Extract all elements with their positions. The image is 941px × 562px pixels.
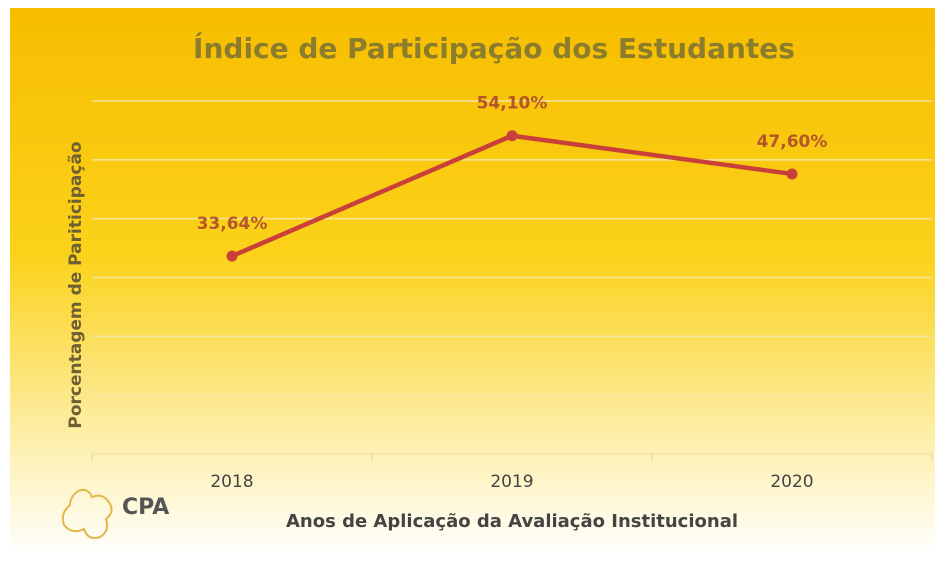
chart-title: Índice de Participação dos Estudantes [193,31,795,65]
y-axis-label: Porcentagem de Pariticipação [66,141,86,428]
logo-text: CPA [122,495,169,520]
x-axis-label: Anos de Aplicação da Avaliação Instituci… [286,511,738,532]
data-label: 54,10% [477,94,548,114]
point [226,250,238,262]
background [10,8,935,556]
logo-icon [61,488,113,539]
data-label: 33,64% [197,214,268,234]
x-tick-label: 2018 [210,472,253,492]
logo: CPA [61,488,169,539]
x-tick-label: 2020 [770,472,813,492]
x-tick-label: 2019 [490,472,533,492]
point [506,130,518,142]
data-label: 47,60% [757,132,828,152]
point [786,168,798,180]
